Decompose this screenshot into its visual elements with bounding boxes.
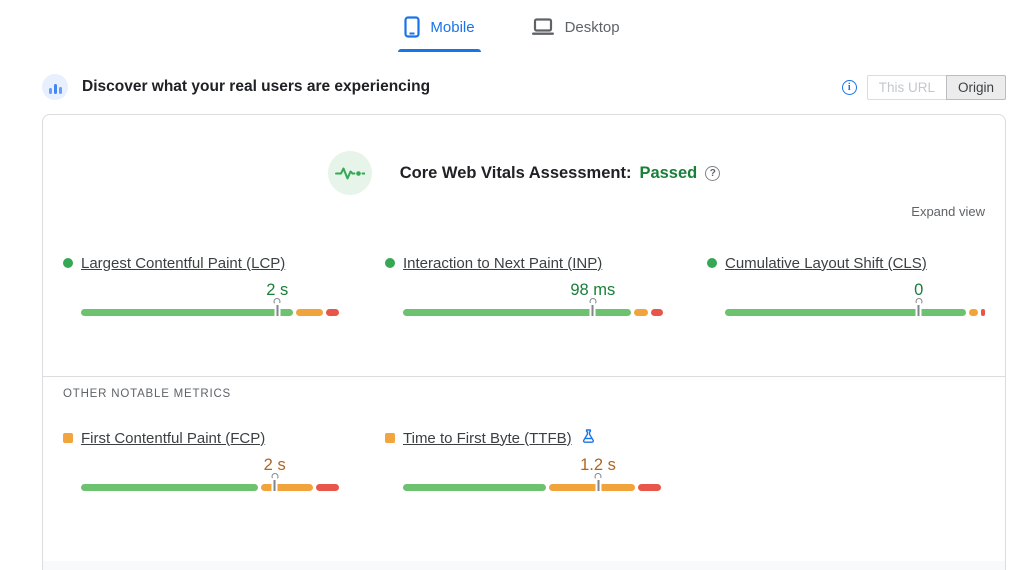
metric-cls: Cumulative Layout Shift (CLS) 0 <box>707 253 985 346</box>
tab-mobile-label: Mobile <box>430 18 475 36</box>
percentile-marker <box>915 298 923 316</box>
segment-poor <box>651 309 663 316</box>
metric-inp-link[interactable]: Interaction to Next Paint (INP) <box>403 254 603 272</box>
cwv-assessment: Core Web Vitals Assessment: Passed ? <box>43 151 1005 195</box>
tab-mobile[interactable]: Mobile <box>398 10 481 52</box>
other-metrics-heading: OTHER NOTABLE METRICS <box>63 388 232 400</box>
scope-toggle: This URL Origin <box>866 74 1006 100</box>
metric-value: 2 s <box>263 456 286 474</box>
desktop-laptop-icon <box>531 18 555 36</box>
metric-fcp-link[interactable]: First Contentful Paint (FCP) <box>81 429 266 447</box>
percentile-marker <box>271 473 279 491</box>
segment-poor <box>315 484 340 491</box>
distribution-bar: 2 s <box>81 456 341 521</box>
core-metrics-row: Largest Contentful Paint (LCP) 2 s Inter… <box>43 253 1005 346</box>
metric-inp: Interaction to Next Paint (INP) 98 ms <box>385 253 663 346</box>
field-data-card: Core Web Vitals Assessment: Passed ? Exp… <box>42 114 1006 570</box>
tab-desktop-label: Desktop <box>564 18 620 36</box>
pulse-icon <box>327 151 372 195</box>
origin-button[interactable]: Origin <box>945 74 1006 100</box>
status-bullet <box>385 258 395 268</box>
experimental-icon[interactable] <box>582 428 595 448</box>
percentile-marker <box>594 473 602 491</box>
metric-value: 98 ms <box>570 281 616 299</box>
field-data-header: Discover what your real users are experi… <box>42 74 1006 100</box>
segment-needs-improvement <box>260 484 313 491</box>
assessment-title: Core Web Vitals Assessment: <box>399 163 632 182</box>
metric-empty-slot <box>707 428 985 521</box>
segment-needs-improvement <box>295 309 324 316</box>
status-bullet <box>63 258 73 268</box>
field-data-title: Discover what your real users are experi… <box>82 78 431 95</box>
assessment-help-icon[interactable]: ? <box>705 165 721 181</box>
percentile-marker <box>589 298 597 316</box>
real-users-icon <box>42 74 68 100</box>
metric-ttfb: Time to First Byte (TTFB) 1.2 s <box>385 428 663 521</box>
other-metrics-row: First Contentful Paint (FCP) 2 s Time to… <box>43 428 1005 521</box>
scope-controls: i This URL Origin <box>841 74 1006 100</box>
segment-good <box>403 309 632 316</box>
metric-lcp-link[interactable]: Largest Contentful Paint (LCP) <box>81 254 286 272</box>
distribution-bar: 2 s <box>81 281 341 346</box>
device-tabbar: Mobile Desktop <box>0 0 1024 52</box>
assessment-result: Passed <box>639 163 698 182</box>
segment-needs-improvement <box>549 484 635 491</box>
info-icon[interactable]: i <box>841 79 857 95</box>
metric-ttfb-link[interactable]: Time to First Byte (TTFB) <box>403 429 572 447</box>
segment-poor <box>981 309 985 316</box>
distribution-bar: 98 ms <box>403 281 663 346</box>
mobile-phone-icon <box>404 16 420 38</box>
segment-needs-improvement <box>634 309 649 316</box>
this-url-button[interactable]: This URL <box>866 74 946 100</box>
segment-good <box>403 484 546 491</box>
data-source-footer: Latest 28-day period ? (history) Full vi… <box>43 561 1005 570</box>
segment-good <box>725 309 967 316</box>
expand-view-link[interactable]: Expand view <box>911 204 985 219</box>
distribution-bar: 0 <box>725 281 985 346</box>
metric-value: 0 <box>914 281 924 299</box>
status-bullet <box>707 258 717 268</box>
distribution-bar: 1.2 s <box>403 456 663 521</box>
segment-poor <box>637 484 662 491</box>
segment-needs-improvement <box>969 309 979 316</box>
tab-desktop[interactable]: Desktop <box>525 10 626 52</box>
metric-cls-link[interactable]: Cumulative Layout Shift (CLS) <box>725 254 927 272</box>
metric-lcp: Largest Contentful Paint (LCP) 2 s <box>63 253 341 346</box>
segment-good <box>81 484 258 491</box>
segment-poor <box>326 309 340 316</box>
metric-fcp: First Contentful Paint (FCP) 2 s <box>63 428 341 521</box>
status-bullet <box>63 433 73 443</box>
percentile-marker <box>273 298 281 316</box>
section-divider <box>43 376 1005 377</box>
metric-value: 2 s <box>266 281 289 299</box>
metric-value: 1.2 s <box>580 456 616 474</box>
status-bullet <box>385 433 395 443</box>
segment-good <box>81 309 293 316</box>
